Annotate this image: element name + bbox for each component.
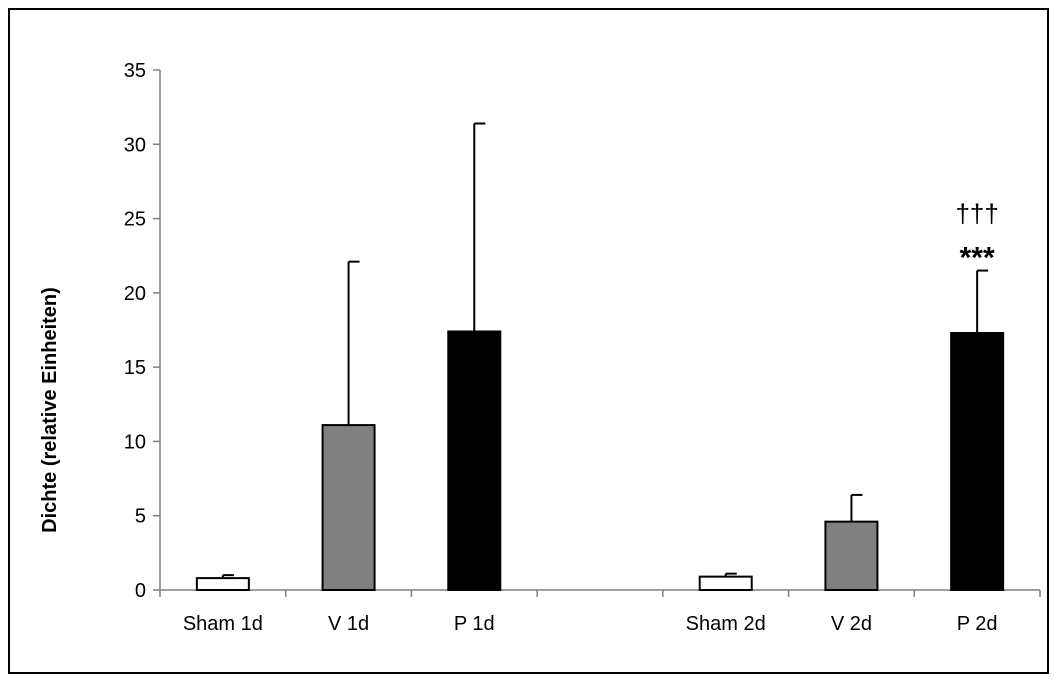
y-tick-label: 20 [124, 283, 146, 305]
bar [197, 578, 249, 590]
bar [951, 333, 1003, 590]
y-tick-label: 10 [124, 431, 146, 453]
x-tick-label: P 2d [957, 613, 998, 635]
x-tick-label: Sham 1d [183, 613, 263, 635]
significance-stars: *** [960, 242, 995, 275]
significance-daggers: ††† [955, 199, 998, 229]
bar [323, 425, 375, 590]
bar [700, 577, 752, 590]
x-tick-label: P 1d [454, 613, 495, 635]
x-tick-label: V 2d [831, 613, 872, 635]
y-tick-label: 15 [124, 357, 146, 379]
bars [197, 123, 1003, 590]
x-tick-label: Sham 2d [686, 613, 766, 635]
bar [825, 522, 877, 590]
y-tick-label: 25 [124, 209, 146, 231]
x-tick-label: V 1d [328, 613, 369, 635]
axes [153, 70, 1040, 597]
y-tick-label: 30 [124, 134, 146, 156]
bar [448, 331, 500, 590]
y-tick-label: 35 [124, 60, 146, 82]
y-tick-label: 0 [135, 580, 146, 602]
y-tick-label: 5 [135, 506, 146, 528]
y-axis-label: Dichte (relative Einheiten) [39, 287, 61, 533]
